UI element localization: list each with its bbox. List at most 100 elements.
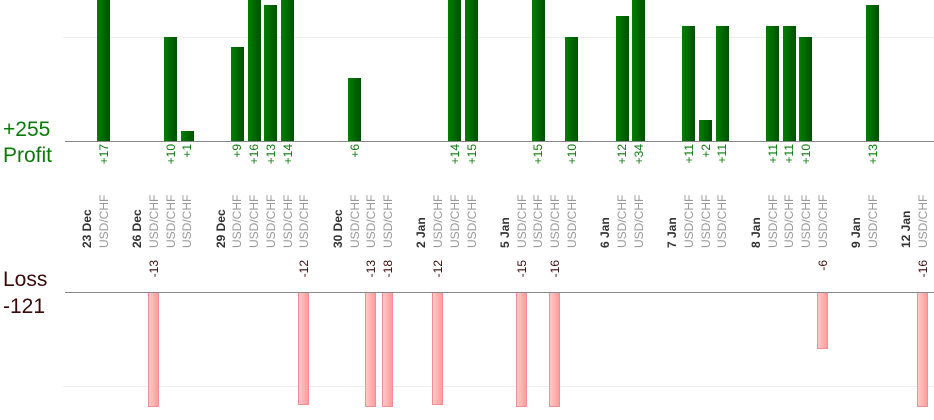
- loss-value-label: -18: [380, 260, 395, 278]
- profit-bar: [615, 15, 629, 141]
- profit-total: +255: [3, 118, 51, 141]
- profit-bar: [180, 130, 194, 141]
- pair-label: USD/CHF: [280, 194, 295, 248]
- profit-value-label: +17: [96, 144, 111, 165]
- loss-bar: [365, 293, 377, 407]
- pair-label: USD/CHF: [380, 194, 395, 248]
- profit-label: Profit: [3, 144, 53, 167]
- profit-value-label: +13: [263, 144, 278, 165]
- pair-label: USD/CHF: [564, 194, 579, 248]
- loss-bar: [381, 293, 393, 407]
- date-label: 7 Jan: [665, 217, 680, 248]
- pair-label: USD/CHF: [247, 194, 262, 248]
- loss-label: Loss: [3, 268, 48, 291]
- profit-value-label: +1: [180, 144, 195, 158]
- profit-bar: [164, 36, 178, 141]
- loss-value-label: -13: [146, 260, 161, 278]
- date-label: 2 Jan: [414, 217, 429, 248]
- profit-bar: [682, 26, 696, 141]
- date-label: 9 Jan: [849, 217, 864, 248]
- loss-value-label: -15: [514, 260, 529, 278]
- profit-value-label: +34: [631, 144, 646, 165]
- profit-gridline: [63, 37, 934, 38]
- profit-bar: [565, 36, 579, 141]
- profit-value-label: +10: [163, 144, 178, 165]
- profit-value-label: +11: [715, 144, 730, 164]
- profit-value-label: +15: [531, 144, 546, 165]
- loss-bar: [917, 293, 928, 407]
- pair-label: USD/CHF: [916, 194, 930, 248]
- profit-bar: [866, 5, 880, 141]
- pair-label: USD/CHF: [715, 194, 730, 248]
- pair-label: USD/CHF: [96, 194, 111, 248]
- pair-label: USD/CHF: [431, 194, 446, 248]
- profit-value-label: +11: [765, 144, 780, 164]
- loss-bar: [432, 293, 444, 405]
- pair-label: USD/CHF: [798, 194, 813, 248]
- profit-bar: [766, 26, 780, 141]
- loss-axis: [65, 292, 934, 293]
- profit-value-label: +6: [347, 144, 362, 158]
- loss-value-label: -12: [431, 260, 446, 278]
- pair-label: USD/CHF: [447, 194, 462, 248]
- profit-value-label: +2: [698, 144, 713, 158]
- date-label: 29 Dec: [213, 209, 228, 248]
- profit-value-label: +9: [230, 144, 245, 158]
- profit-bar: [448, 0, 462, 141]
- pair-label: USD/CHF: [865, 194, 880, 248]
- profit-bar: [247, 0, 261, 141]
- profit-value-label: +11: [681, 144, 696, 164]
- date-label: 12 Jan: [899, 210, 914, 248]
- loss-bar: [816, 293, 828, 349]
- loss-bar: [549, 293, 561, 407]
- profit-value-label: +15: [464, 144, 479, 165]
- pair-label: USD/CHF: [364, 194, 379, 248]
- pair-label: USD/CHF: [698, 194, 713, 248]
- profit-bar: [632, 0, 646, 141]
- pair-label: USD/CHF: [163, 194, 178, 248]
- profit-bar: [782, 26, 796, 141]
- profit-bar: [799, 36, 813, 141]
- date-label: 5 Jan: [498, 217, 512, 248]
- profit-bar: [715, 26, 729, 141]
- profit-value-label: +10: [798, 144, 813, 165]
- date-label: 6 Jan: [598, 217, 613, 248]
- pair-label: USD/CHF: [347, 194, 362, 248]
- pair-label: USD/CHF: [631, 194, 646, 248]
- profit-value-label: +16: [247, 144, 262, 165]
- pair-label: USD/CHF: [464, 194, 479, 248]
- profit-bar: [281, 0, 295, 141]
- profit-bar: [531, 0, 545, 141]
- date-label: 26 Dec: [130, 209, 145, 248]
- pair-label: USD/CHF: [146, 194, 161, 248]
- date-label: 30 Dec: [330, 209, 345, 248]
- profit-value-label: +14: [280, 144, 295, 165]
- profit-bar: [465, 0, 479, 141]
- loss-bar: [147, 293, 159, 407]
- loss-value-label: -16: [916, 260, 930, 278]
- profit-value-label: +14: [447, 144, 462, 165]
- pair-label: USD/CHF: [681, 194, 696, 248]
- profit-axis: [65, 141, 934, 142]
- loss-value-label: -6: [815, 260, 830, 271]
- pair-label: USD/CHF: [263, 194, 278, 248]
- loss-gridline: [63, 386, 934, 387]
- pair-label: USD/CHF: [297, 194, 312, 248]
- pair-label: USD/CHF: [531, 194, 546, 248]
- loss-value-label: -16: [548, 260, 563, 278]
- pair-label: USD/CHF: [782, 194, 797, 248]
- pair-label: USD/CHF: [230, 194, 245, 248]
- date-label: 23 Dec: [80, 209, 94, 248]
- profit-bar: [699, 120, 713, 141]
- pair-label: USD/CHF: [765, 194, 780, 248]
- loss-value-label: -12: [297, 260, 312, 278]
- pair-label: USD/CHF: [180, 194, 195, 248]
- date-label: 8 Jan: [748, 217, 763, 248]
- pair-label: USD/CHF: [815, 194, 830, 248]
- pair-label: USD/CHF: [615, 194, 630, 248]
- loss-total: -121: [3, 295, 46, 318]
- profit-bar: [97, 0, 111, 141]
- pair-label: USD/CHF: [548, 194, 563, 248]
- loss-value-label: -13: [364, 260, 379, 278]
- loss-bar: [515, 293, 527, 407]
